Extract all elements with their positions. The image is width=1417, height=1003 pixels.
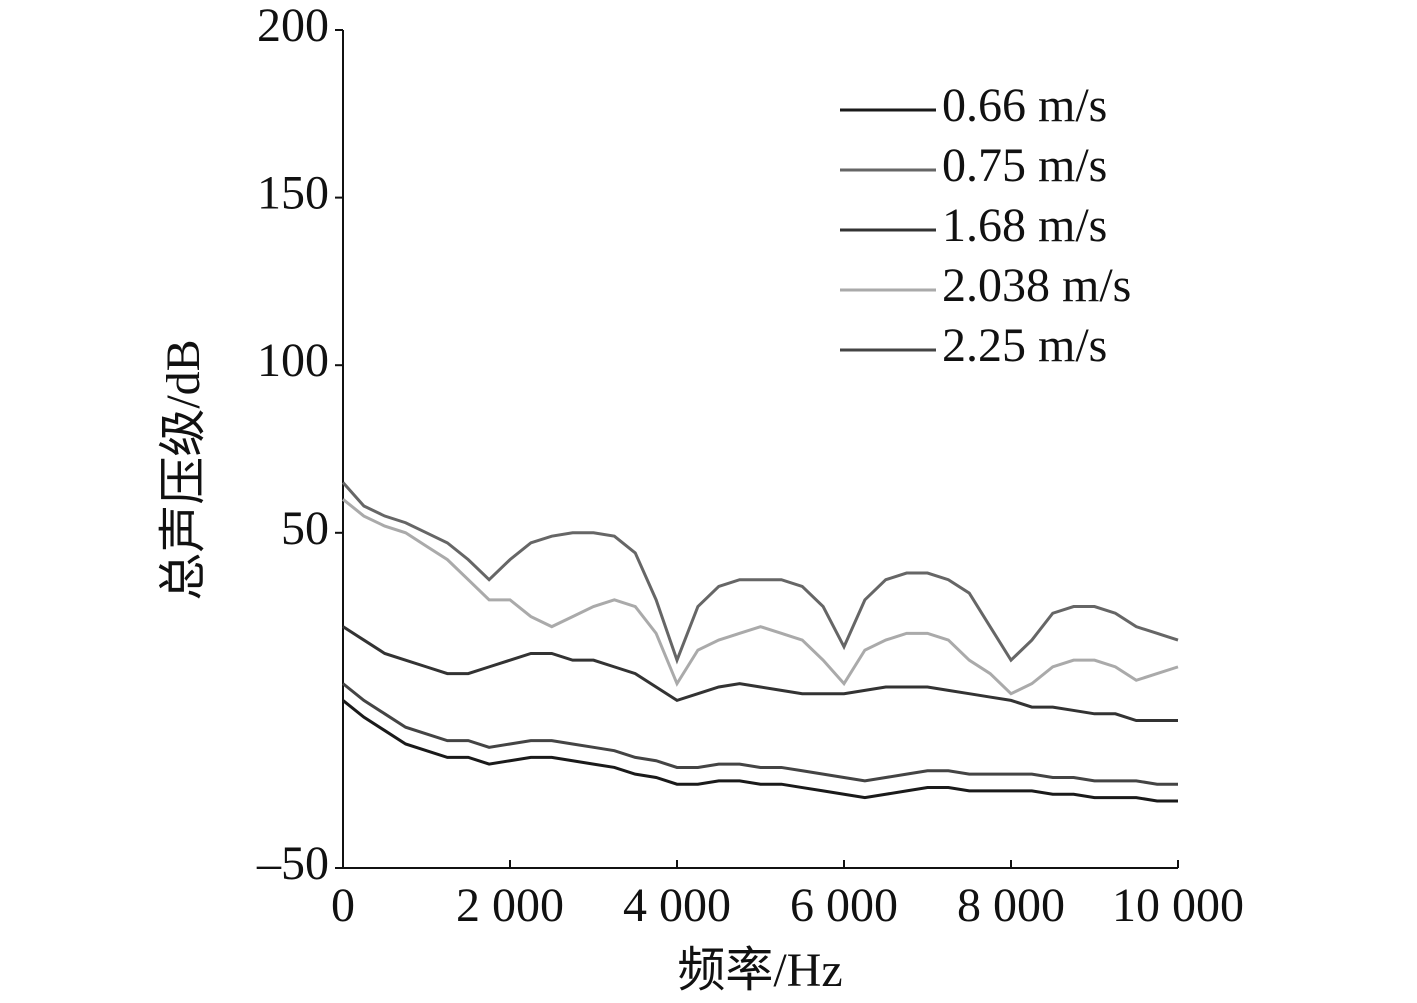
data-line [341,481,1179,665]
data-line [342,498,1179,696]
x-tick-label: 0 [331,879,355,932]
y-tick-label: 50 [281,502,329,555]
legend-label: 0.75 m/s [942,139,1107,192]
legend-label: 2.038 m/s [942,259,1131,312]
x-tick-label: 4 000 [623,879,731,932]
x-tick-label: 2 000 [456,879,564,932]
x-tick-label: 6 000 [790,879,898,932]
data-line [342,699,1178,803]
y-tick-label: 200 [257,0,329,52]
y-tick-label: –50 [256,837,329,890]
x-axis-title: 频率/Hz [677,944,842,997]
legend-label: 1.68 m/s [942,199,1107,252]
x-tick-label: 8 000 [957,879,1065,932]
y-tick-label: 100 [257,334,329,387]
legend-label: 2.25 m/s [942,319,1107,372]
x-tick-label: 10 000 [1112,879,1244,932]
legend-label: 0.66 m/s [942,79,1107,132]
data-line [342,625,1178,723]
data-line [342,682,1178,786]
y-tick-label: 150 [257,167,329,220]
y-axis-title: 总声压级/dB [157,339,210,600]
